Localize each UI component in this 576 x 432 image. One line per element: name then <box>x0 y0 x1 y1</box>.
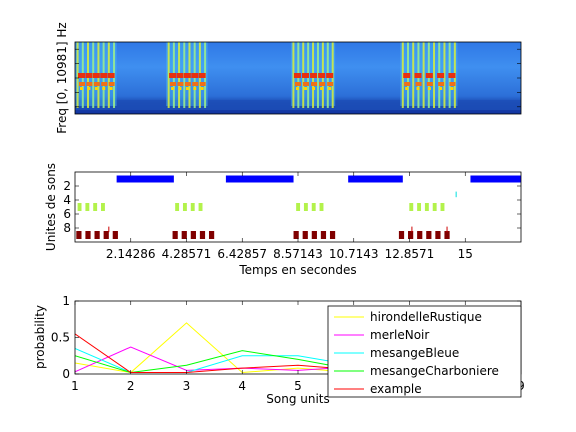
unit-segment <box>190 231 196 239</box>
unit-segment <box>435 231 441 239</box>
unit-segment <box>320 231 327 239</box>
units-xtick-label: 2.14286 <box>106 247 156 261</box>
unit-segment <box>76 231 82 239</box>
units-ytick-label: 2 <box>63 179 71 193</box>
unit-segment <box>311 203 316 211</box>
legend-item[interactable]: example <box>334 382 422 396</box>
unit-segment <box>101 203 105 211</box>
units-ytick-label: 4 <box>63 193 71 207</box>
spectrogram-burst <box>166 42 208 108</box>
units-ylabel: Unites de sons <box>44 163 58 251</box>
unit-segment <box>293 231 299 239</box>
unit-segment <box>329 231 336 239</box>
unit-segment <box>190 203 195 211</box>
legend-item[interactable]: mesangeCharboniere <box>334 364 499 378</box>
unit-segment <box>432 203 437 211</box>
units-xtick-label: 6.42857 <box>217 247 267 261</box>
unit-segment <box>94 231 100 239</box>
units-xtick-label: 10.7143 <box>329 247 379 261</box>
unit-segment <box>208 231 215 239</box>
spectrogram-bursts <box>75 42 521 110</box>
units-ytick-label: 6 <box>63 207 71 221</box>
unit-segment <box>303 203 308 211</box>
units-xlabel: Temps en secondes <box>238 263 356 277</box>
unit-segment <box>398 231 405 239</box>
probability-xtick-label: 5 <box>294 379 302 393</box>
unit-segment <box>319 203 324 211</box>
unit-segment <box>409 203 414 211</box>
unit-segment <box>424 203 429 211</box>
unit-segment <box>311 231 317 239</box>
legend-label: hirondelleRustique <box>370 310 482 324</box>
legend-item[interactable]: mesangeBleue <box>334 346 459 360</box>
unit-segment <box>470 175 521 183</box>
legend-label: mesangeBleue <box>370 346 459 360</box>
unit-segment <box>198 203 203 211</box>
unit-segment <box>175 203 180 211</box>
unit-segment <box>417 231 423 239</box>
probability-xlabel: Song units <box>266 392 330 406</box>
units-xtick-label: 12.8571 <box>385 247 435 261</box>
unit-segment <box>302 231 308 239</box>
unit-segment <box>296 203 301 211</box>
unit-segment <box>408 231 414 239</box>
legend-box <box>327 305 522 398</box>
unit-segment <box>112 231 118 239</box>
legend-label: mesangeCharboniere <box>370 364 499 378</box>
legend[interactable]: hirondelleRustique merleNoir mesangeBleue m… <box>327 305 522 398</box>
spectrogram-ylabel: Freq [0, 10981] Hz <box>55 22 69 133</box>
spectrogram-panel: Freq [0, 10981] Hz <box>55 22 522 134</box>
spectrogram-burst <box>75 42 117 108</box>
unit-segment <box>85 231 91 239</box>
probability-ylabel: probability <box>33 305 47 369</box>
probability-ytick-label: 1 <box>62 294 70 308</box>
probability-ytick-label: 0 <box>62 367 70 381</box>
unit-segment <box>426 231 432 239</box>
unit-segment <box>417 203 422 211</box>
units-bands <box>76 175 521 239</box>
probability-xtick-label: 1 <box>71 379 79 393</box>
unit-segment <box>103 231 109 239</box>
units-ytick-label: 8 <box>63 221 71 235</box>
units-xtick-label: 4.28571 <box>162 247 212 261</box>
unit-segment <box>181 231 187 239</box>
units-xtick-label: 8.57143 <box>273 247 323 261</box>
unit-segment <box>225 175 294 183</box>
legend-label: example <box>370 382 422 396</box>
legend-item[interactable]: merleNoir <box>334 328 429 342</box>
unit-segment <box>444 231 450 239</box>
unit-segment <box>77 203 82 211</box>
unit-segment <box>182 203 187 211</box>
units-xtick-label: 15 <box>458 247 473 261</box>
unit-segment <box>93 203 98 211</box>
unit-segment <box>85 203 90 211</box>
unit-segment <box>440 203 445 211</box>
probability-xtick-label: 3 <box>183 379 191 393</box>
legend-items: hirondelleRustique merleNoir mesangeBleue m… <box>334 310 499 396</box>
legend-item[interactable]: hirondelleRustique <box>334 310 482 324</box>
spectrogram-burst <box>400 42 458 108</box>
probability-ytick-label: 0.5 <box>51 331 70 345</box>
spectrogram-burst <box>290 42 336 108</box>
unit-segment <box>348 175 403 183</box>
spectrogram-ticks <box>75 48 521 108</box>
probability-xtick-label: 4 <box>238 379 246 393</box>
probability-panel: 12345678900.51 Song units probability hi… <box>33 294 525 406</box>
unit-segment <box>116 175 174 183</box>
unit-segment <box>199 231 206 239</box>
legend-label: merleNoir <box>370 328 429 342</box>
unit-segment <box>172 231 178 239</box>
probability-xtick-label: 2 <box>127 379 135 393</box>
